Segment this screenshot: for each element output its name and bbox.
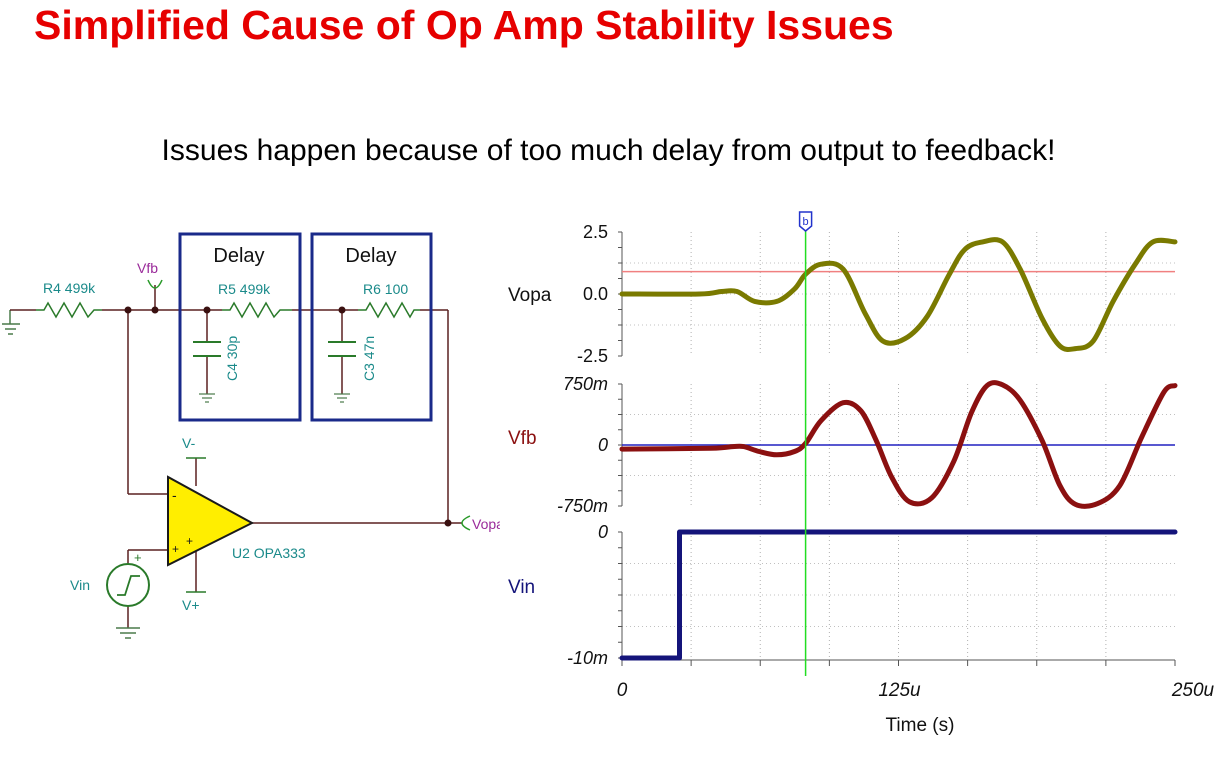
opamp-minus-pin: - (172, 487, 177, 503)
wiring (10, 285, 462, 628)
ground-symbol-c3 (334, 393, 350, 403)
delay-box-1 (178, 232, 302, 422)
slide-title: Simplified Cause of Op Amp Stability Iss… (34, 2, 894, 48)
vopa-label: Vopa (472, 516, 500, 532)
vplus-label: V+ (182, 597, 200, 613)
vfb-label: Vfb (137, 260, 158, 276)
c4-label: C4 30p (224, 336, 240, 381)
resistor-r6 (358, 301, 420, 319)
c3-label: C3 47n (361, 336, 377, 381)
junction-dots (124, 306, 452, 527)
r6-label: R6 100 (363, 281, 408, 297)
series-line-vin (619, 529, 1178, 661)
delay-label-1: Delay (213, 245, 264, 267)
panel-label-vfb: Vfb (508, 428, 537, 449)
x-axis-title: Time (s) (886, 715, 955, 736)
resistor-r5 (222, 301, 292, 319)
vminus-label: V- (182, 435, 196, 451)
slide-subtitle: Issues happen because of too much delay … (161, 134, 1056, 167)
step-waveform-icon (117, 575, 140, 596)
ground-symbol-left (2, 310, 20, 335)
y-tick-label: 0 (598, 435, 608, 455)
cursor-label: b (803, 216, 809, 228)
y-tick-label: 2.5 (583, 222, 608, 242)
delay-label-2: Delay (345, 245, 396, 267)
y-tick-label: 0.0 (583, 284, 608, 304)
label-layer: 2.5 0.0 -2.5 Vopa 750m 0 -750m Vfb 0 -10m Vin 0 125u… (508, 222, 1215, 701)
series-line-vfb (619, 380, 1178, 509)
x-tick-label: 250u (1171, 680, 1215, 701)
series-layer (619, 237, 1178, 661)
ground-symbol-vin (116, 627, 140, 639)
r4-label: R4 499k (43, 280, 96, 296)
ground-symbol-c4 (199, 393, 215, 403)
vin-plus-marker: + (134, 550, 142, 565)
panel-label-vopa: Vopa (508, 285, 552, 306)
supply-rails (186, 457, 206, 593)
panel-label-vin: Vin (508, 577, 535, 598)
r5-label: R5 499k (218, 281, 271, 297)
cursor-flag-icon[interactable] (798, 211, 813, 232)
opamp-symbol (167, 475, 255, 567)
y-tick-label: 0 (598, 522, 608, 542)
capacitor-c3 (328, 341, 356, 357)
x-tick-label: 0 (617, 680, 628, 701)
series-line-vopa (619, 237, 1178, 352)
resistor-r4 (36, 301, 102, 319)
y-tick-label: 750m (563, 374, 608, 394)
opamp-plus-pin-2: + (186, 534, 193, 548)
capacitor-c4 (193, 341, 221, 357)
delay-box-2 (310, 232, 433, 422)
opamp-plus-pin: + (172, 542, 179, 556)
y-tick-label: -2.5 (577, 346, 608, 366)
vopa-probe-icon (461, 515, 471, 531)
x-tick-label: 125u (878, 680, 921, 701)
opamp-label: U2 OPA333 (232, 545, 306, 561)
vin-label: Vin (70, 577, 90, 593)
y-tick-label: -750m (557, 496, 608, 516)
schematic-diagram: Delay Delay R4 499k R5 499k R6 100 C4 30… (2, 232, 500, 639)
vfb-probe-icon (147, 279, 163, 289)
y-tick-label: -10m (567, 648, 608, 668)
reference-lines (622, 270, 1175, 446)
